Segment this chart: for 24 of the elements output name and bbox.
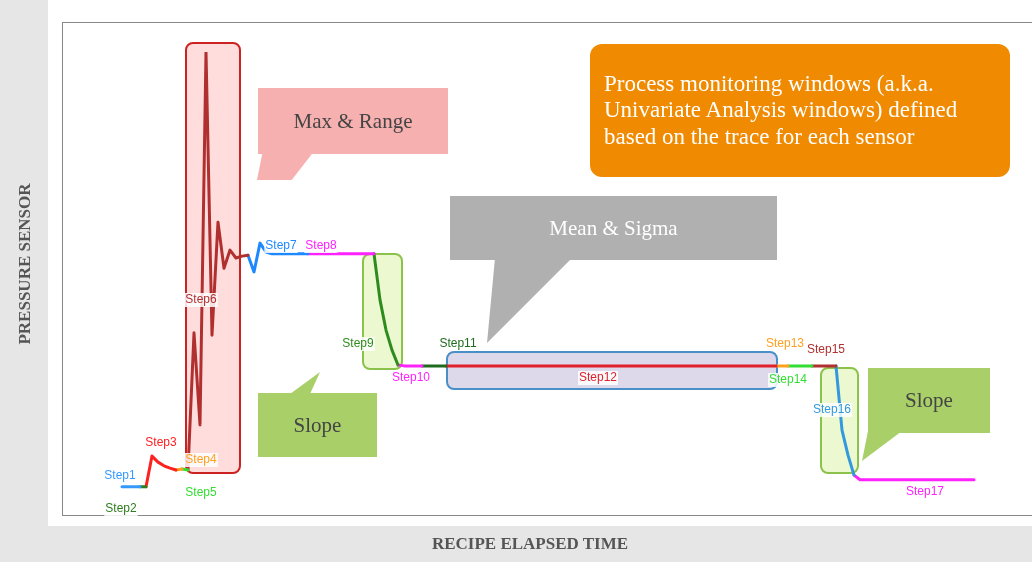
- speech-bubble: Process monitoring windows (a.k.a. Univariate Analysis windows) defined based on the trace for each sensor: [590, 44, 1010, 177]
- series-label: Step9: [342, 336, 375, 351]
- series-label: Step7: [265, 238, 298, 253]
- series-label: Step8: [305, 238, 338, 253]
- series-label: Step12: [578, 370, 618, 385]
- series-label: Step13: [765, 336, 805, 351]
- series-label: Step10: [391, 370, 431, 385]
- series-label: Step16: [812, 402, 852, 417]
- series-label: Step6: [185, 292, 218, 307]
- series-label: Step5: [185, 485, 218, 500]
- series-label: Step4: [185, 452, 218, 467]
- series-label: Step2: [105, 501, 138, 516]
- series-label: Step14: [768, 372, 808, 387]
- y-axis-title: PRESSURE SENSOR: [15, 182, 35, 347]
- annotation: Slope: [868, 368, 990, 433]
- series-label: Step17: [905, 484, 945, 499]
- annotation: Mean & Sigma: [450, 196, 777, 260]
- series-label: Step15: [806, 342, 846, 357]
- series-label: Step3: [145, 435, 178, 450]
- series-label: Step1: [104, 468, 137, 483]
- annotation: Slope: [258, 393, 377, 457]
- x-axis-title: RECIPE ELAPSED TIME: [430, 534, 630, 554]
- series-label: Step11: [439, 336, 477, 351]
- annotation: Max & Range: [258, 88, 448, 154]
